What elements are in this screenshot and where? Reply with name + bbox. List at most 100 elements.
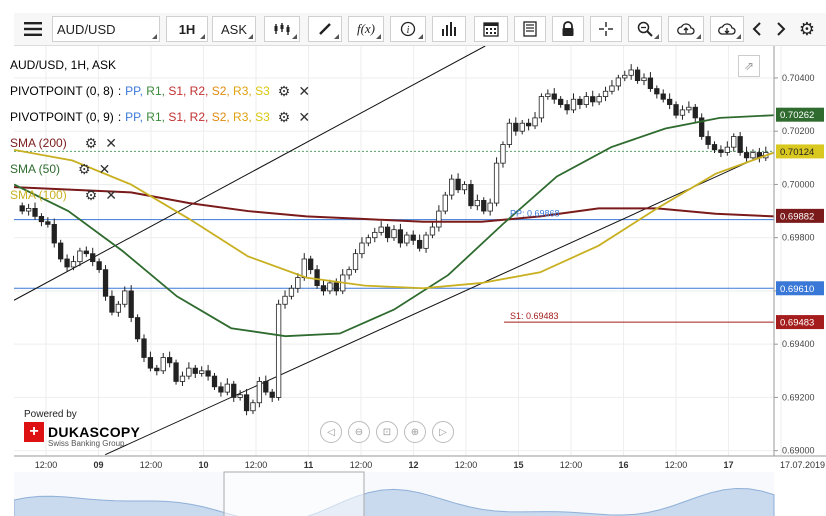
y-tick-label: 0.69800 xyxy=(782,233,815,243)
candle-body xyxy=(602,90,609,97)
candle xyxy=(423,231,429,253)
candle-body xyxy=(90,253,96,263)
hamburger-icon[interactable] xyxy=(18,16,48,42)
gear-icon[interactable]: ⚙ xyxy=(84,186,98,203)
candle-body xyxy=(115,303,122,313)
close-icon[interactable]: ✕ xyxy=(105,134,117,151)
chart-navigation: ◁ ⊖ ⊡ ⊕ ▷ xyxy=(320,421,454,443)
gear-icon[interactable]: ⚙ xyxy=(78,160,91,177)
legend-sma50[interactable]: SMA (50) ⚙ ✕ xyxy=(10,156,310,182)
legend-pivot2[interactable]: PIVOTPOINT (0, 9) : PP, R1, S1, R2, S2, … xyxy=(10,104,310,130)
candle xyxy=(269,388,275,402)
scroll-right-icon[interactable]: ▷ xyxy=(432,421,454,443)
function-label: f(x) xyxy=(356,21,376,36)
candle xyxy=(154,364,160,376)
price-label-bg xyxy=(776,107,824,122)
candle-body xyxy=(711,144,718,151)
draw-icon[interactable] xyxy=(308,16,342,42)
scroll-left-icon[interactable]: ◁ xyxy=(320,421,342,443)
candle xyxy=(609,80,615,95)
price-label: 0.69483 xyxy=(776,315,824,330)
candle-body xyxy=(51,223,57,244)
legend-pivot1[interactable]: PIVOTPOINT (0, 8) : PP, R1, S1, R2, S2, … xyxy=(10,78,310,104)
calendar-icon[interactable] xyxy=(474,16,508,42)
candle-body xyxy=(243,394,250,412)
candle-body xyxy=(551,93,557,100)
gear-icon[interactable]: ⚙ xyxy=(84,134,98,151)
chart-type-icon[interactable] xyxy=(264,16,300,42)
cloud-download-icon[interactable] xyxy=(710,16,744,42)
symbol-select[interactable]: AUD/USD xyxy=(52,16,160,42)
close-icon[interactable]: ✕ xyxy=(98,160,111,177)
gear-icon[interactable]: ⚙ xyxy=(277,82,291,99)
candle xyxy=(545,89,551,100)
function-icon[interactable]: f(x) xyxy=(348,16,384,42)
candle xyxy=(679,105,686,120)
candle-body xyxy=(583,96,589,105)
price-label-text: 0.69483 xyxy=(780,318,814,329)
zoom-icon[interactable] xyxy=(628,16,662,42)
candle xyxy=(134,314,141,343)
chart-legend: AUD/USD, 1H, ASK PIVOTPOINT (0, 8) : PP,… xyxy=(10,52,310,208)
candle xyxy=(64,254,70,272)
candle-body xyxy=(423,234,429,249)
zoom-in-icon[interactable]: ⊕ xyxy=(404,421,426,443)
crosshair-icon[interactable] xyxy=(590,16,622,42)
candle xyxy=(237,390,243,401)
gear-icon[interactable]: ⚙ xyxy=(798,18,816,39)
news-icon[interactable] xyxy=(514,16,546,42)
candle-body xyxy=(750,152,756,159)
back-icon[interactable] xyxy=(746,16,768,42)
zoom-out-icon[interactable]: ⊖ xyxy=(348,421,370,443)
candle-body xyxy=(384,226,391,239)
candle xyxy=(711,141,718,154)
candle-body xyxy=(487,202,493,212)
candle xyxy=(641,73,647,86)
candle xyxy=(442,191,448,215)
candle xyxy=(750,149,756,162)
candle-body xyxy=(275,303,282,398)
gear-icon[interactable]: ⚙ xyxy=(277,108,291,125)
timeframe-select[interactable]: 1H xyxy=(166,16,208,42)
cloud-upload-icon[interactable] xyxy=(668,16,704,42)
info-icon[interactable]: i xyxy=(390,16,426,42)
candle xyxy=(570,93,577,114)
close-icon[interactable]: ✕ xyxy=(298,108,311,125)
close-icon[interactable]: ✕ xyxy=(105,186,117,203)
candle-body xyxy=(372,231,378,239)
price-label-bg xyxy=(776,315,824,330)
candle xyxy=(500,141,506,168)
candle-body xyxy=(192,367,198,374)
candle-body xyxy=(333,282,339,292)
candle-body xyxy=(83,250,89,255)
candle xyxy=(19,202,25,215)
reset-view-icon[interactable]: ⊡ xyxy=(376,421,398,443)
candle-body xyxy=(558,98,564,105)
candle xyxy=(564,100,570,115)
pivot-item-s1: S1, xyxy=(168,84,190,98)
candle xyxy=(628,64,634,80)
y-tick-label: 0.69000 xyxy=(782,446,815,456)
side-select[interactable]: ASK xyxy=(212,16,256,42)
candle-body xyxy=(455,178,461,191)
candle xyxy=(186,362,192,380)
forward-icon[interactable] xyxy=(770,16,792,42)
candle-body xyxy=(64,258,70,268)
legend-sma200[interactable]: SMA (200) ⚙ ✕ xyxy=(10,130,310,156)
lock-icon[interactable] xyxy=(552,16,584,42)
candle-body xyxy=(38,215,45,223)
close-icon[interactable]: ✕ xyxy=(298,82,311,99)
y-tick-label: 0.69400 xyxy=(782,339,815,349)
candle-body xyxy=(564,104,570,111)
y-tick-label: 0.70200 xyxy=(782,126,815,136)
indicators-icon[interactable] xyxy=(432,16,466,42)
candle xyxy=(481,197,487,215)
candle-body xyxy=(231,383,237,398)
price-chart[interactable]: PP: 0.69868 S1: 0.69483 0.704000.702000.… xyxy=(14,46,826,516)
legend-sma100[interactable]: SMA (100) ⚙ ✕ xyxy=(10,182,310,208)
pivot-item-r2: R2, xyxy=(189,84,212,98)
candle-body xyxy=(410,234,416,241)
candle xyxy=(327,279,333,295)
candle-body xyxy=(327,282,333,292)
expand-icon[interactable]: ⇗ xyxy=(738,55,760,77)
